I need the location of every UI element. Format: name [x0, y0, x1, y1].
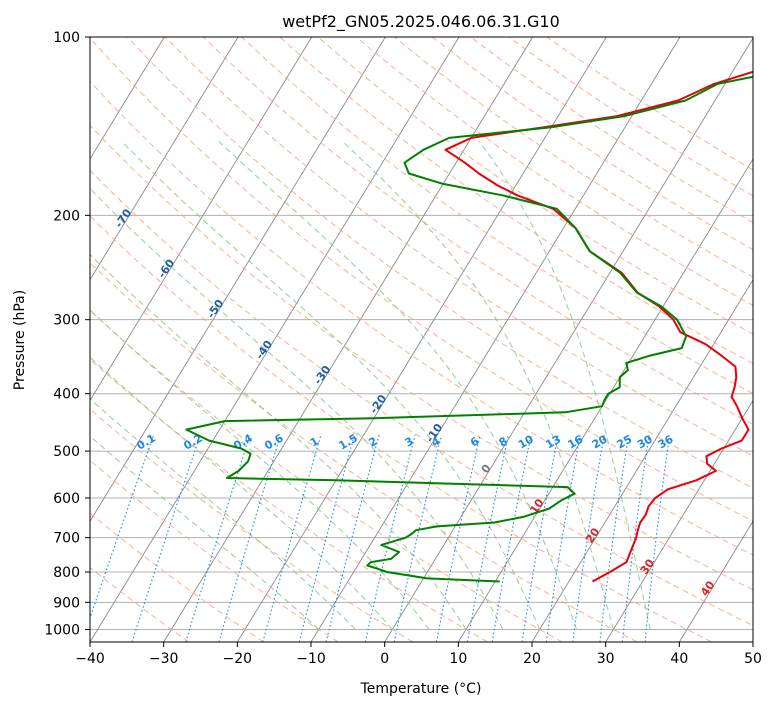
y-tick-label: 700 — [53, 531, 80, 547]
x-tick-label: 10 — [449, 651, 467, 667]
x-axis-label: Temperature (°C) — [360, 681, 482, 697]
x-tick-label: 0 — [380, 651, 389, 667]
y-tick-label: 500 — [53, 444, 80, 460]
y-tick-label: 1000 — [44, 622, 80, 638]
y-axis-label: Pressure (hPa) — [12, 290, 28, 390]
x-tick-label: −10 — [296, 651, 326, 667]
x-tick-label: 40 — [670, 651, 688, 667]
y-tick-label: 400 — [53, 387, 80, 403]
y-tick-label: 300 — [53, 313, 80, 329]
y-tick-label: 100 — [53, 30, 80, 46]
y-tick-label: 800 — [53, 565, 80, 581]
y-tick-label: 200 — [53, 208, 80, 224]
x-tick-label: 50 — [744, 651, 762, 667]
x-tick-label: −20 — [223, 651, 253, 667]
y-tick-label: 900 — [53, 595, 80, 611]
y-tick-label: 600 — [53, 491, 80, 507]
x-tick-label: 30 — [597, 651, 615, 667]
x-tick-label: −40 — [75, 651, 105, 667]
chart-title: wetPf2_GN05.2025.046.06.31.G10 — [282, 12, 560, 32]
x-tick-label: 20 — [523, 651, 541, 667]
x-tick-label: −30 — [149, 651, 179, 667]
